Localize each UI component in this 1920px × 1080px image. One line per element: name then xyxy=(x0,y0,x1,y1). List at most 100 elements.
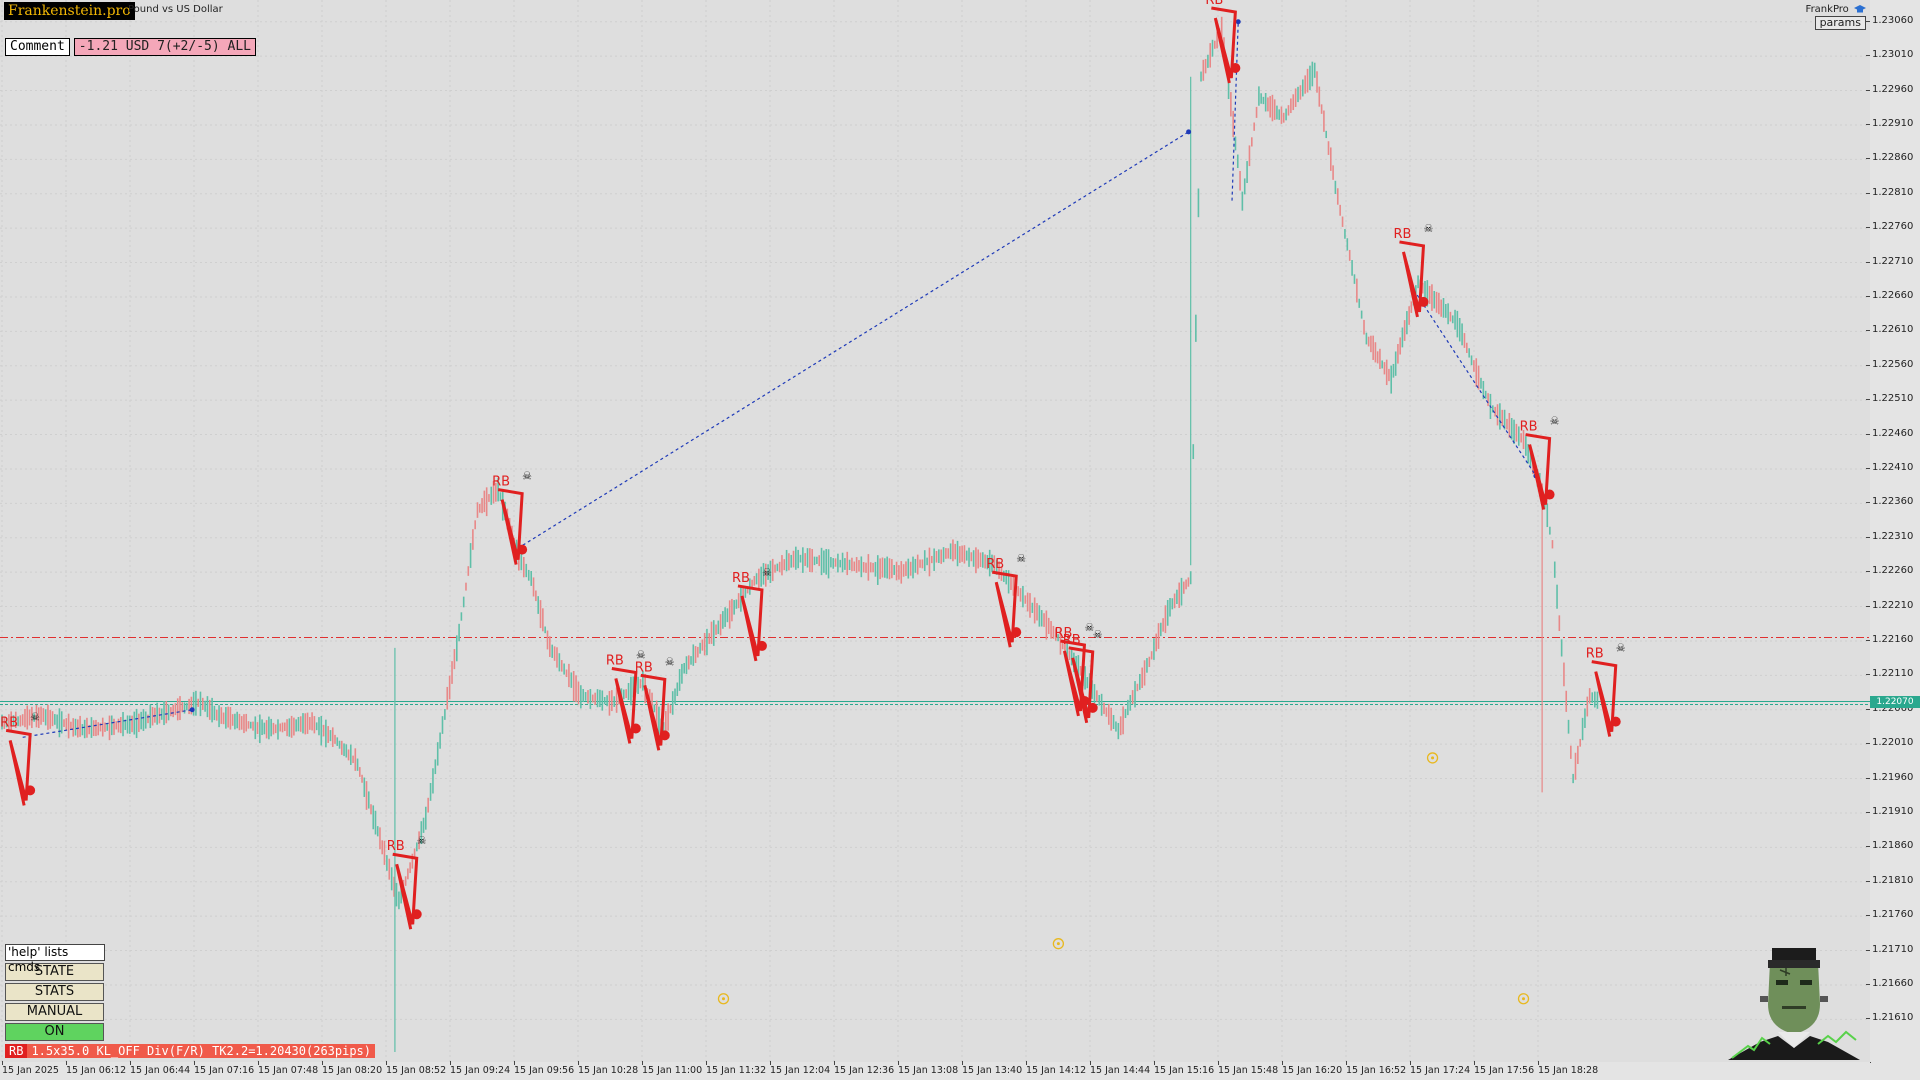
price-tick-label: 1.21810 xyxy=(1865,874,1914,886)
rb-pattern-shape xyxy=(1211,6,1237,84)
rb-pattern-shape xyxy=(1068,646,1095,724)
target-icon xyxy=(1052,938,1065,950)
rb-label: RB xyxy=(1063,633,1081,648)
exit-circle-icon xyxy=(630,723,641,734)
skull-icon: ☠ xyxy=(1616,642,1626,655)
time-tick-label: 15 Jan 08:20 xyxy=(322,1061,383,1076)
time-tick-label: 15 Jan 15:48 xyxy=(1218,1061,1279,1076)
params-button[interactable]: params xyxy=(1814,16,1866,30)
exit-circle-icon xyxy=(1418,296,1429,307)
price-chart[interactable]: RB☠RB☠RB☠RB☠RB☠RB☠RB☠RB☠RB☠RB☠RB☠RB☠RB☠ xyxy=(0,0,1870,1062)
exit-circle-icon xyxy=(1544,489,1555,500)
skull-icon: ☠ xyxy=(30,710,40,723)
rb-label: RB xyxy=(1054,626,1072,641)
comment-value: -1.21 USD 7(+2/-5) ALL xyxy=(73,38,256,56)
command-panel: 'help' lists cmds STATE STATS MANUAL ON xyxy=(5,944,105,1043)
price-tick-label: 1.23010 xyxy=(1865,49,1914,61)
stats-button[interactable]: STATS xyxy=(5,983,104,1001)
status-text: 1.5x35.0 KL_OFF Div(F/R) TK2.2=1.20430(2… xyxy=(27,1044,376,1058)
state-button[interactable]: STATE xyxy=(5,963,104,981)
trade-connector-line xyxy=(512,131,1189,553)
on-toggle-button[interactable]: ON xyxy=(5,1023,104,1041)
rb-label: RB xyxy=(606,653,624,668)
rb-pattern-shape xyxy=(991,570,1018,648)
time-tick-label: 15 Jan 12:36 xyxy=(834,1061,895,1076)
price-tick-label: 1.22410 xyxy=(1865,461,1914,473)
time-tick-label: 15 Jan 17:24 xyxy=(1410,1061,1471,1076)
skull-icon: ☠ xyxy=(1423,222,1433,235)
price-tick-label: 1.22910 xyxy=(1865,117,1914,129)
target-icon-dot xyxy=(1431,756,1435,760)
time-tick-label: 15 Jan 08:52 xyxy=(386,1061,447,1076)
time-tick-label: 15 Jan 14:12 xyxy=(1026,1061,1087,1076)
rb-pattern-shape xyxy=(5,728,32,806)
price-tick-label: 1.22660 xyxy=(1865,289,1914,301)
status-line: RB 1.5x35.0 KL_OFF Div(F/R) TK2.2=1.2043… xyxy=(5,1044,376,1058)
brand-label[interactable]: Frankenstein.pro xyxy=(4,2,135,20)
rb-pattern-shape xyxy=(1525,433,1552,510)
price-tick-label: 1.22760 xyxy=(1865,221,1914,233)
price-tick-label: 1.22710 xyxy=(1865,255,1914,267)
skull-icon: ☠ xyxy=(1093,628,1103,641)
help-hint: 'help' lists cmds xyxy=(5,944,105,974)
price-tick-label: 1.22110 xyxy=(1865,668,1914,680)
price-tick-label: 1.22060 xyxy=(1865,702,1914,714)
rb-label: RB xyxy=(1520,420,1538,435)
rb-label: RB xyxy=(986,557,1004,572)
exit-circle-icon xyxy=(756,640,767,651)
price-tick-label: 1.21710 xyxy=(1865,943,1914,955)
price-tick-label: 1.21760 xyxy=(1865,909,1914,921)
target-icon-dot xyxy=(1056,942,1060,946)
graduation-cap-icon xyxy=(1854,4,1866,12)
current-price-label: 1.22070 xyxy=(1870,695,1920,708)
rb-label: RB xyxy=(492,475,510,490)
time-tick-label: 15 Jan 18:28 xyxy=(1538,1061,1599,1076)
price-axis: 1.23060 1.23010 1.22960 1.22910 1.22860 1.228… xyxy=(1865,0,1920,1062)
time-tick-label: 15 Jan 10:28 xyxy=(578,1061,639,1076)
exit-circle-icon xyxy=(1087,702,1098,713)
exit-circle-icon xyxy=(1230,63,1241,73)
price-tick-label: 1.22310 xyxy=(1865,530,1914,542)
skull-icon: ☠ xyxy=(762,566,772,579)
price-tick-label: 1.22010 xyxy=(1865,737,1914,749)
exit-circle-icon xyxy=(411,909,422,920)
time-tick-label: 15 Jan 2025 xyxy=(2,1061,59,1076)
rb-label: RB xyxy=(0,715,18,730)
rb-pattern-shape xyxy=(1591,660,1618,737)
skull-icon: ☠ xyxy=(1084,621,1094,634)
time-tick-label: 15 Jan 16:52 xyxy=(1346,1061,1407,1076)
rb-pattern-shape xyxy=(1060,639,1087,717)
rb-pattern-shape xyxy=(640,673,667,751)
price-tick-label: 1.22260 xyxy=(1865,565,1914,577)
symbol-description: Pound vs US Dollar xyxy=(128,4,223,15)
time-tick-label: 15 Jan 17:56 xyxy=(1474,1061,1535,1076)
price-tick-label: 1.22960 xyxy=(1865,83,1914,95)
skull-icon: ☠ xyxy=(1550,415,1560,428)
time-tick-label: 15 Jan 09:56 xyxy=(514,1061,575,1076)
target-icon xyxy=(1517,993,1530,1005)
target-icon xyxy=(1426,752,1439,764)
skull-icon: ☠ xyxy=(1016,552,1026,565)
rb-label: RB xyxy=(732,571,750,586)
trade-connector-line xyxy=(1413,289,1537,477)
trade-arrow-icon xyxy=(189,707,195,713)
price-tick-label: 1.23060 xyxy=(1865,14,1914,26)
price-tick-label: 1.22560 xyxy=(1865,358,1914,370)
exit-circle-icon xyxy=(659,730,670,741)
skull-icon: ☠ xyxy=(1235,0,1245,1)
rb-label: RB xyxy=(635,660,653,675)
manual-button[interactable]: MANUAL xyxy=(5,1003,104,1021)
chart-area[interactable]: RB☠RB☠RB☠RB☠RB☠RB☠RB☠RB☠RB☠RB☠RB☠RB☠RB☠ xyxy=(0,0,1871,1063)
time-tick-label: 15 Jan 12:04 xyxy=(770,1061,831,1076)
price-tick-label: 1.22160 xyxy=(1865,633,1914,645)
account-label: FrankPro xyxy=(1805,4,1849,15)
target-icon-dot xyxy=(1522,997,1526,1001)
time-tick-label: 15 Jan 15:16 xyxy=(1154,1061,1215,1076)
rb-label: RB xyxy=(1586,647,1604,662)
price-tick-label: 1.22510 xyxy=(1865,393,1914,405)
exit-circle-icon xyxy=(1011,627,1022,638)
trade-arrow-icon xyxy=(1235,19,1241,25)
rb-pattern-shape xyxy=(1399,240,1426,318)
status-tag: RB xyxy=(5,1044,28,1058)
price-tick-label: 1.22460 xyxy=(1865,427,1914,439)
